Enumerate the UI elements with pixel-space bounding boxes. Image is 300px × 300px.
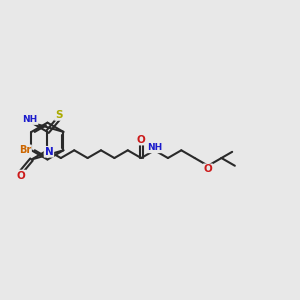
Text: O: O — [204, 164, 212, 174]
Text: Br: Br — [19, 145, 31, 155]
Text: O: O — [137, 135, 146, 145]
Text: N: N — [45, 147, 53, 157]
Text: S: S — [55, 110, 62, 120]
Text: O: O — [17, 171, 26, 181]
Text: NH: NH — [147, 143, 162, 152]
Text: NH: NH — [22, 115, 38, 124]
